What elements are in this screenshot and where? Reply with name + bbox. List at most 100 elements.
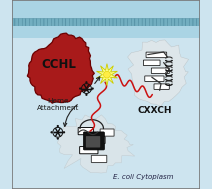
FancyBboxPatch shape (56, 28, 59, 37)
Polygon shape (128, 40, 189, 106)
FancyBboxPatch shape (190, 28, 194, 37)
FancyBboxPatch shape (168, 19, 171, 28)
Text: E. coli Cytoplasm: E. coli Cytoplasm (113, 174, 173, 180)
Circle shape (79, 87, 81, 90)
FancyBboxPatch shape (193, 19, 197, 28)
FancyBboxPatch shape (100, 129, 114, 136)
FancyBboxPatch shape (91, 155, 107, 163)
FancyBboxPatch shape (182, 19, 186, 28)
FancyBboxPatch shape (113, 19, 117, 28)
FancyBboxPatch shape (147, 28, 150, 37)
FancyBboxPatch shape (189, 19, 193, 28)
FancyBboxPatch shape (186, 19, 189, 28)
FancyBboxPatch shape (121, 28, 125, 37)
FancyBboxPatch shape (172, 28, 176, 37)
FancyBboxPatch shape (164, 19, 167, 28)
FancyBboxPatch shape (80, 146, 98, 154)
FancyBboxPatch shape (176, 28, 179, 37)
FancyBboxPatch shape (81, 28, 85, 37)
FancyBboxPatch shape (89, 28, 92, 37)
FancyBboxPatch shape (146, 52, 167, 58)
FancyBboxPatch shape (27, 28, 30, 37)
FancyBboxPatch shape (19, 19, 22, 28)
FancyBboxPatch shape (179, 28, 183, 37)
FancyBboxPatch shape (157, 19, 160, 28)
FancyBboxPatch shape (118, 28, 121, 37)
FancyBboxPatch shape (109, 19, 113, 28)
FancyBboxPatch shape (183, 28, 187, 37)
FancyBboxPatch shape (15, 19, 18, 28)
Circle shape (103, 71, 110, 78)
FancyBboxPatch shape (45, 28, 49, 37)
FancyBboxPatch shape (59, 19, 62, 28)
FancyBboxPatch shape (84, 132, 104, 150)
Polygon shape (96, 64, 117, 86)
FancyBboxPatch shape (131, 19, 135, 28)
FancyBboxPatch shape (88, 19, 91, 28)
FancyBboxPatch shape (70, 28, 74, 37)
Bar (11, 0, 201, 23)
FancyBboxPatch shape (154, 28, 158, 37)
FancyBboxPatch shape (86, 136, 100, 147)
FancyBboxPatch shape (171, 19, 175, 28)
FancyBboxPatch shape (70, 19, 73, 28)
FancyBboxPatch shape (84, 19, 88, 28)
FancyBboxPatch shape (48, 19, 51, 28)
FancyBboxPatch shape (150, 28, 154, 37)
Polygon shape (27, 33, 94, 103)
FancyBboxPatch shape (41, 28, 45, 37)
FancyBboxPatch shape (187, 28, 190, 37)
FancyBboxPatch shape (55, 19, 59, 28)
Text: Heme
Attachment: Heme Attachment (37, 98, 79, 111)
FancyBboxPatch shape (110, 28, 114, 37)
FancyBboxPatch shape (128, 19, 131, 28)
FancyBboxPatch shape (145, 76, 164, 81)
FancyBboxPatch shape (142, 19, 146, 28)
FancyBboxPatch shape (38, 28, 41, 37)
FancyBboxPatch shape (96, 28, 99, 37)
Text: CCHL: CCHL (41, 58, 76, 71)
FancyBboxPatch shape (103, 28, 107, 37)
FancyBboxPatch shape (144, 60, 160, 66)
FancyBboxPatch shape (153, 19, 157, 28)
FancyBboxPatch shape (31, 28, 34, 37)
FancyBboxPatch shape (92, 28, 96, 37)
Text: CXXCH: CXXCH (138, 106, 172, 115)
FancyBboxPatch shape (120, 19, 124, 28)
FancyBboxPatch shape (11, 19, 15, 28)
FancyBboxPatch shape (95, 19, 99, 28)
FancyBboxPatch shape (125, 28, 128, 37)
FancyBboxPatch shape (33, 19, 37, 28)
FancyBboxPatch shape (146, 19, 149, 28)
FancyBboxPatch shape (74, 28, 78, 37)
Circle shape (85, 81, 88, 84)
FancyBboxPatch shape (49, 28, 52, 37)
FancyBboxPatch shape (29, 19, 33, 28)
FancyBboxPatch shape (88, 136, 105, 143)
FancyBboxPatch shape (158, 28, 161, 37)
FancyBboxPatch shape (26, 19, 29, 28)
FancyBboxPatch shape (77, 19, 80, 28)
FancyBboxPatch shape (78, 28, 81, 37)
FancyBboxPatch shape (67, 28, 70, 37)
FancyBboxPatch shape (149, 19, 153, 28)
FancyBboxPatch shape (73, 19, 77, 28)
FancyBboxPatch shape (102, 19, 106, 28)
FancyBboxPatch shape (114, 28, 118, 37)
FancyBboxPatch shape (136, 28, 139, 37)
FancyBboxPatch shape (143, 28, 147, 37)
FancyBboxPatch shape (44, 19, 48, 28)
FancyBboxPatch shape (135, 19, 138, 28)
FancyBboxPatch shape (52, 28, 56, 37)
Circle shape (50, 131, 53, 133)
Circle shape (92, 87, 94, 90)
FancyBboxPatch shape (60, 28, 63, 37)
FancyBboxPatch shape (99, 19, 102, 28)
Circle shape (57, 137, 59, 140)
Circle shape (57, 125, 59, 127)
FancyBboxPatch shape (117, 19, 120, 28)
FancyBboxPatch shape (175, 19, 179, 28)
FancyBboxPatch shape (51, 19, 55, 28)
FancyBboxPatch shape (23, 28, 27, 37)
FancyBboxPatch shape (124, 19, 128, 28)
